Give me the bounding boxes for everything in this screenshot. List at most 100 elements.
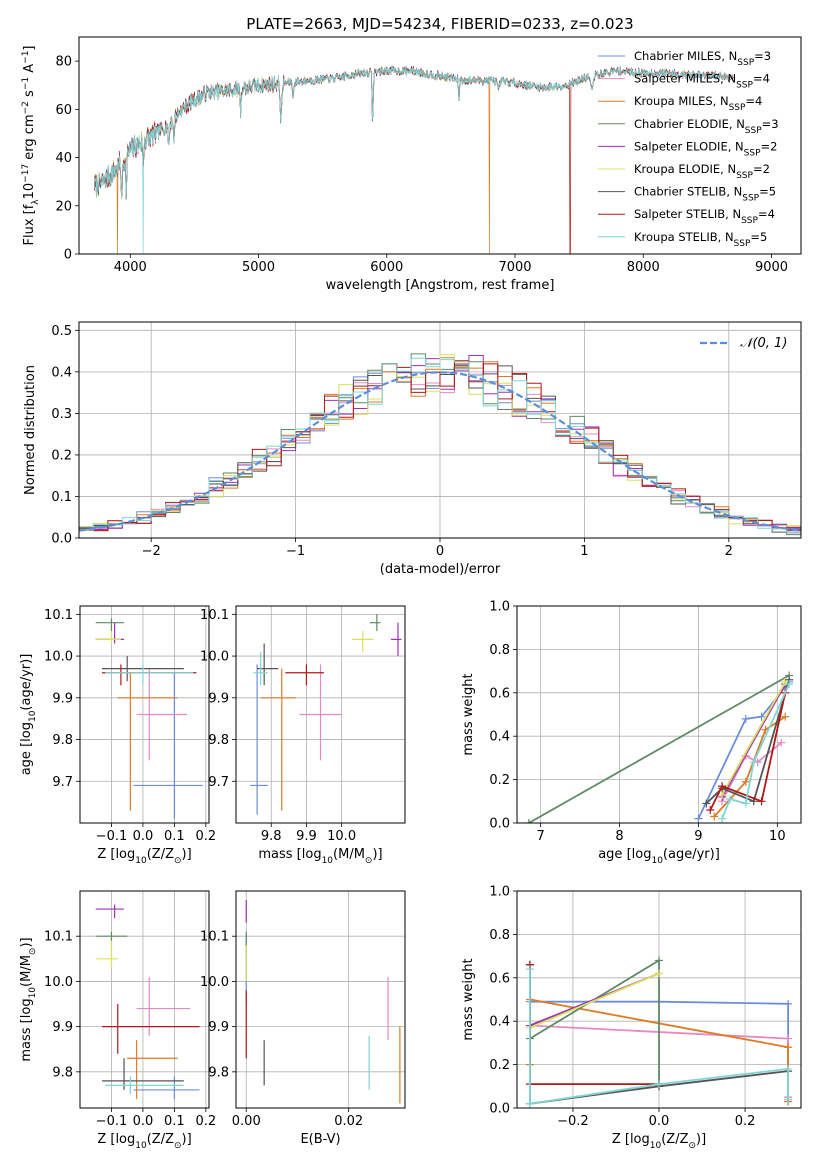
series-marker <box>655 1080 663 1089</box>
y-axis-label: mass weight <box>461 958 476 1040</box>
legend-label: Salpeter MILES, NSSP=4 <box>634 72 770 91</box>
y-tick-label: 10.1 <box>44 930 73 945</box>
y-axis-label: Flux [fλ10−17 erg cm−2 s−1 A−1] <box>21 45 41 245</box>
series-line <box>721 742 782 802</box>
legend-label: Chabrier MILES, NSSP=3 <box>634 49 771 68</box>
x-tick-label: 9000 <box>755 260 788 275</box>
panel-spectrum: Chabrier MILES, NSSP=3 Salpeter MILES, NS… <box>21 36 802 293</box>
errorbar-chabrier-stelib <box>102 1058 184 1090</box>
y-tick-label: 0.4 <box>489 730 510 745</box>
x-tick-label: 4000 <box>114 260 147 275</box>
panel-weight-vs-Z: −0.2 0.0 0.2 0.0 0.2 0.4 0.6 0.8 1.0 Z [log10(Z/Z… <box>461 885 802 1151</box>
series-chabrier-elodie <box>525 956 663 1091</box>
errorbar-chabrier-elodie <box>369 614 381 632</box>
y-tick-label: 9.8 <box>208 1065 229 1080</box>
series-marker <box>694 814 703 823</box>
x-tick-label: 8000 <box>627 260 660 275</box>
y-tick-label: 40 <box>55 151 72 166</box>
errorbar-chabrier-miles <box>133 1076 200 1099</box>
x-tick-label: 0.0 <box>133 829 154 844</box>
x-axis-label: wavelength [Angstrom, rest frame] <box>326 278 555 293</box>
histogram-kroupa-stelib <box>79 357 801 535</box>
y-tick-label: 0.5 <box>51 324 72 339</box>
errorbar-chabrier-miles <box>250 664 268 815</box>
series-marker <box>784 1043 793 1052</box>
x-tick-label: 0.0 <box>649 1114 670 1129</box>
y-axis-label: mass [log10(M/M⊙)] <box>19 937 38 1061</box>
series-kroupa-stelib <box>525 965 793 1108</box>
legend-label: Kroupa ELODIE, NSSP=2 <box>634 162 770 181</box>
x-tick-label: 0.2 <box>735 1114 756 1129</box>
x-axis-label: mass [log10(M/M⊙)] <box>258 847 382 866</box>
errorbar-salpeter-miles <box>136 668 187 761</box>
errorbar-kroupa-miles <box>117 672 178 811</box>
axes-frame <box>79 605 210 824</box>
y-tick-label: 9.9 <box>208 1020 229 1035</box>
series-marker <box>525 1099 534 1108</box>
series-marker <box>781 712 790 721</box>
y-tick-label: 10.1 <box>44 608 73 623</box>
x-tick-label: 0.1 <box>164 1114 185 1129</box>
series-line <box>721 681 786 796</box>
y-tick-label: 0.2 <box>51 448 72 463</box>
plot-area <box>79 353 801 536</box>
y-tick-label: 10.0 <box>200 650 229 665</box>
series-marker <box>784 1064 793 1073</box>
y-tick-label: 0.4 <box>489 1015 510 1030</box>
spectrum-line-kroupa-stelib <box>94 66 734 254</box>
series-marker <box>757 712 766 721</box>
y-tick-label: 9.9 <box>52 1020 73 1035</box>
series-marker <box>757 797 766 806</box>
errorbar-kroupa-miles <box>260 668 296 811</box>
y-tick-label: 0.0 <box>51 532 72 547</box>
x-tick-label: 1 <box>580 544 588 559</box>
axes-frame <box>235 605 406 824</box>
errorbar-kroupa-elodie <box>95 631 121 644</box>
series-marker <box>741 714 750 723</box>
series-marker <box>718 782 727 791</box>
y-tick-label: 0.0 <box>489 817 510 832</box>
panel-residuals: 𝒩(0, 1) −2 −1 0 1 2 0.0 0.1 0.2 0.3 0.4 0.5 (data-mo… <box>23 321 802 577</box>
series-marker <box>741 799 750 808</box>
plot-area <box>524 671 794 823</box>
y-tick-label: 20 <box>55 199 72 214</box>
x-tick-label: 9.9 <box>296 829 317 844</box>
x-tick-label: 0.2 <box>196 1114 217 1129</box>
y-tick-label: 1.0 <box>489 600 510 615</box>
y-axis-label: age [log10(age/yr)] <box>19 654 38 776</box>
y-tick-label: 10.0 <box>44 650 73 665</box>
x-tick-label: −0.1 <box>96 1114 128 1129</box>
x-tick-label: 0.02 <box>334 1114 363 1129</box>
axes-frame <box>516 605 802 824</box>
x-tick-label: −2 <box>142 544 161 559</box>
y-tick-label: 10.1 <box>200 608 229 623</box>
series-line <box>529 964 659 1085</box>
panel-weight-vs-age: 7 8 9 10 0.0 0.2 0.4 0.6 0.8 1.0 age [log10(age/yr… <box>461 600 802 866</box>
y-tick-label: 10.1 <box>200 930 229 945</box>
legend-label: Chabrier STELIB, NSSP=5 <box>634 185 776 204</box>
x-axis-label: (data-model)/error <box>380 562 501 577</box>
errorbar-chabrier-elodie <box>95 618 125 632</box>
y-tick-label: 9.9 <box>52 691 73 706</box>
errorbar-kroupa-stelib <box>105 664 194 686</box>
legend-label: Salpeter STELIB, NSSP=4 <box>634 207 775 226</box>
errorbar-salpeter-elodie <box>95 622 125 644</box>
y-tick-label: 0.1 <box>51 490 72 505</box>
panel-age-vs-mass: 9.8 9.9 10.0 9.7 9.8 9.9 10.0 10.1 mass [log10(M… <box>200 605 406 866</box>
y-tick-label: 0.8 <box>489 928 510 943</box>
series-marker <box>702 799 711 808</box>
series-marker <box>784 1034 793 1043</box>
x-tick-label: 8 <box>615 829 623 844</box>
errorbar-kroupa-stelib <box>253 651 268 686</box>
series-marker <box>710 812 719 821</box>
x-axis-label: Z [log10(Z/Z⊙)] <box>97 1132 191 1151</box>
legend-label: Kroupa MILES, NSSP=4 <box>634 94 762 113</box>
legend-label: Chabrier ELODIE, NSSP=3 <box>634 117 779 136</box>
plot-area <box>95 618 203 819</box>
legend-label: Kroupa STELIB, NSSP=5 <box>634 230 767 249</box>
y-tick-label: 9.8 <box>208 733 229 748</box>
y-tick-label: 0 <box>64 248 72 263</box>
errorbar-salpeter-miles <box>136 976 191 1036</box>
x-tick-label: −1 <box>286 544 305 559</box>
spectrum-line-chabrier-miles <box>94 65 734 200</box>
